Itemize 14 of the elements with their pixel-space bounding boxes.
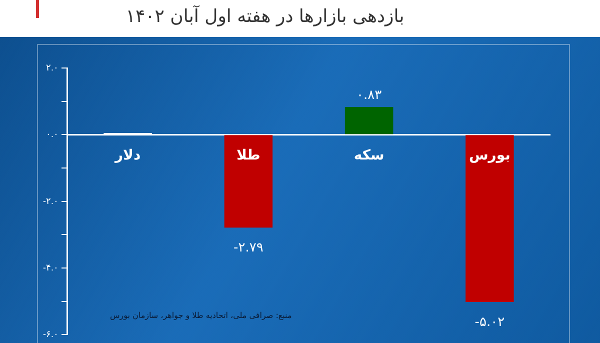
x-tick-label: بورس bbox=[468, 147, 510, 164]
data-label: -۵.۰۲ bbox=[474, 314, 505, 330]
y-tick-label: -۴.۰ bbox=[43, 262, 58, 272]
annotation: منبع: صرافی ملی، اتحادیه طلا و جواهر، سازمان بورس bbox=[110, 311, 292, 320]
y-tick-label: ۰.۰ bbox=[46, 129, 58, 140]
x-tick-label: دلار bbox=[114, 147, 141, 164]
y-tick-label: ۲.۰ bbox=[46, 62, 58, 72]
data-label: -۲.۷۹ bbox=[234, 240, 264, 256]
chart-title: بازدهی بازارها در هفته اول آبان ۱۴۰۲ bbox=[124, 6, 406, 27]
y-tick-label: -۲.۰ bbox=[43, 196, 58, 206]
x-tick-label: سکه bbox=[354, 147, 384, 164]
data-label: ۰.۸۳ bbox=[356, 88, 382, 103]
x-tick-label: طلا bbox=[236, 147, 260, 164]
y-tick-label: -۶.۰ bbox=[43, 329, 58, 340]
